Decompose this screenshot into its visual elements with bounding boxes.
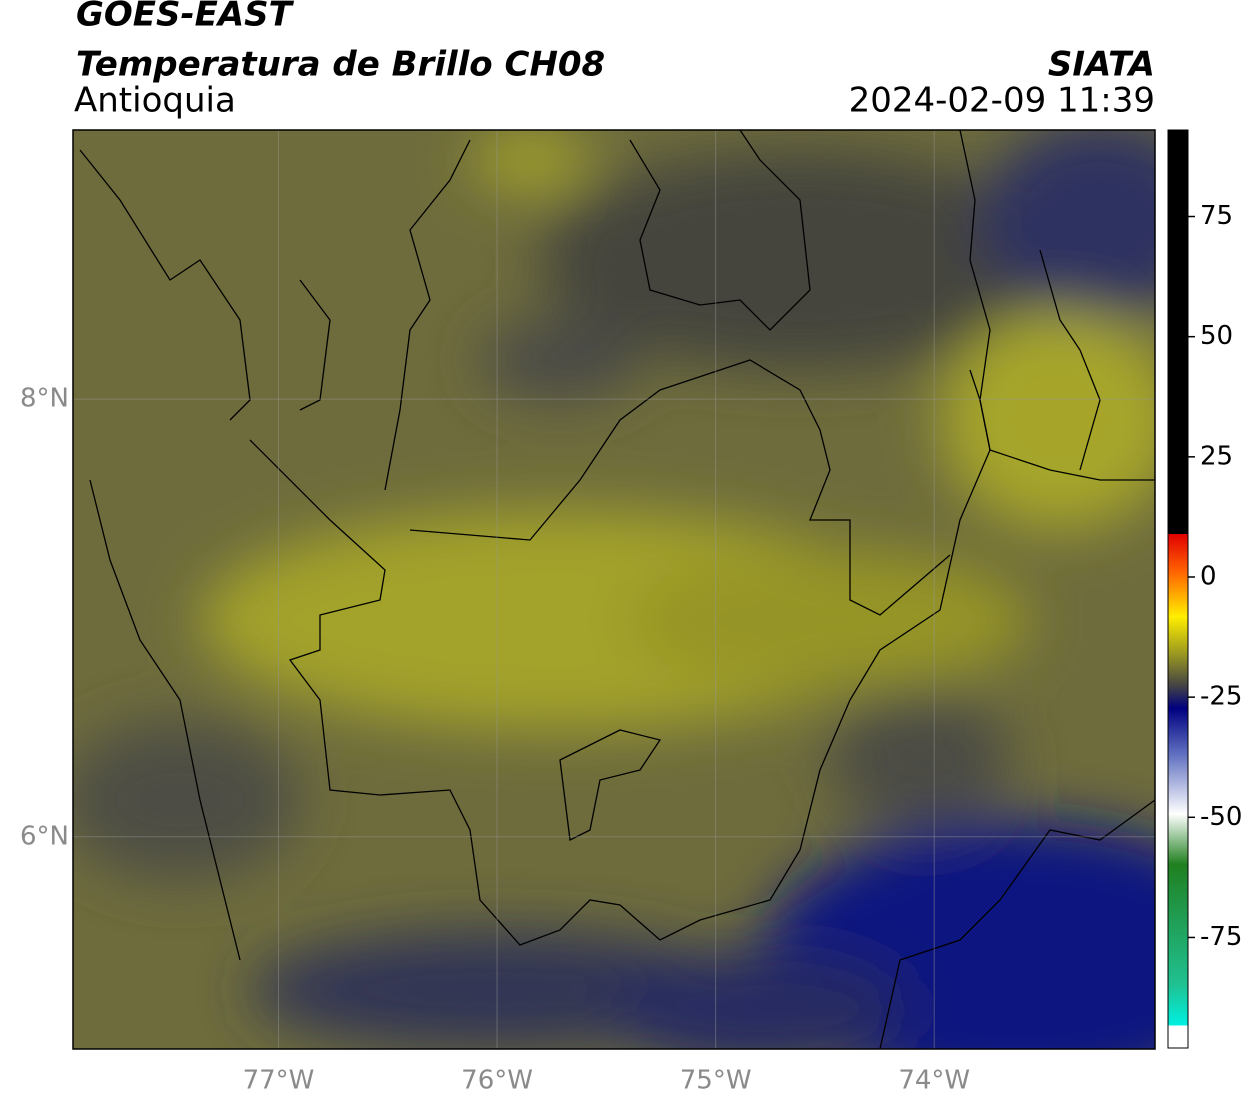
colorbar-tick-label: 25 [1200,441,1233,471]
colorbar-tick-label: 50 [1200,321,1233,351]
x-tick-label: 77°W [243,1066,315,1096]
x-tick-label: 75°W [680,1066,752,1096]
datetime: 2024-02-09 11:39 [849,81,1155,121]
x-tick-label: 76°W [461,1066,533,1096]
y-tick-label: 8°N [20,384,69,414]
boundaries [79,130,1155,1049]
satellite-image [73,130,1155,1049]
colorbar-tick-label: -25 [1200,682,1242,712]
colorbar-tick-label: 0 [1200,561,1217,591]
colorbar-tick-label: 75 [1200,201,1233,231]
grid [73,130,1155,1049]
x-tick-label: 74°W [898,1066,970,1096]
colorbar-tick-label: -75 [1200,922,1242,952]
title: GOES-EAST [76,0,295,35]
source: SIATA [1048,45,1155,85]
map-frame [72,129,1156,1050]
region: Antioquia [74,81,236,121]
y-tick-label: 6°N [20,821,69,851]
subtitle: Temperatura de Brillo CH08 [76,45,605,85]
colorbar-tick-label: -50 [1200,802,1242,832]
colorbar [1167,129,1189,1049]
